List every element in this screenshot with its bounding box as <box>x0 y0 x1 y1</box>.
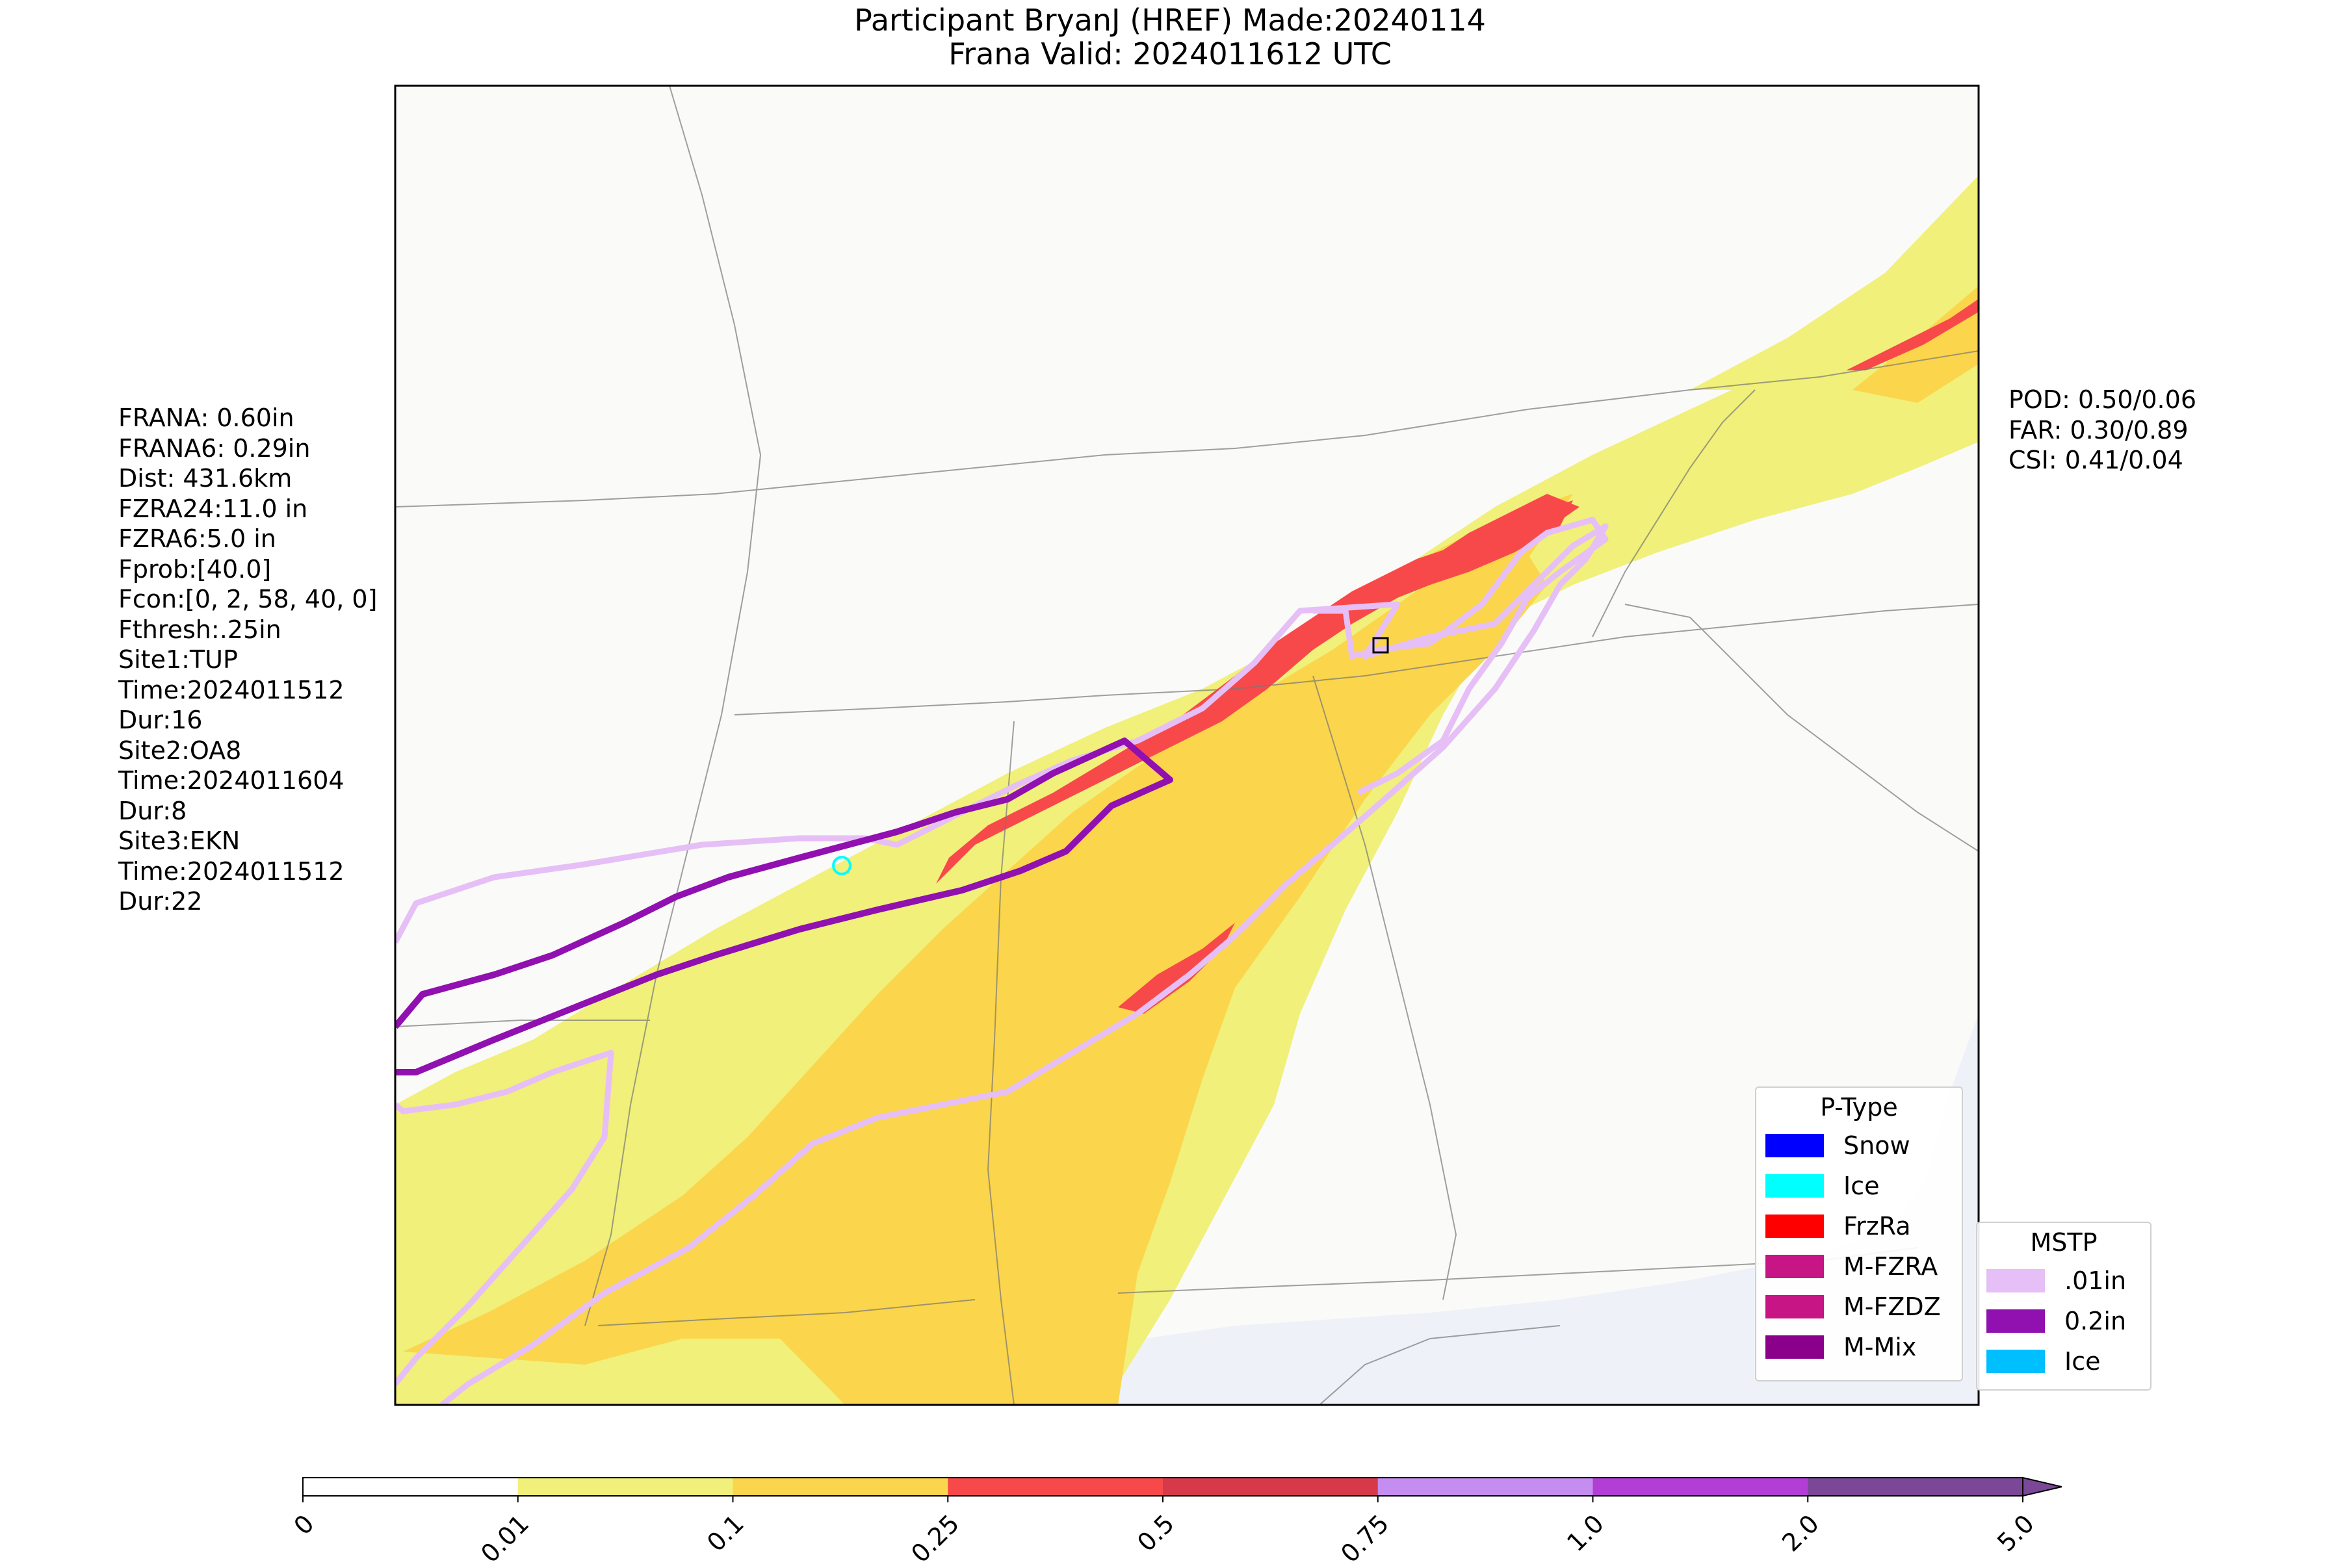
colorbar-segment-5 <box>1377 1478 1593 1496</box>
legend-item-m-fzra: M-FZRA <box>1756 1246 1962 1287</box>
stat-fthresh: Fthresh:.25in <box>118 615 281 644</box>
stat-fprob: Fprob:[40.0] <box>118 554 272 584</box>
legend-item-mstp-ice: Ice <box>1977 1341 2150 1382</box>
swatch-mstp-ice <box>1986 1350 2045 1373</box>
legend-item-m-fzdz: M-FZDZ <box>1756 1287 1962 1327</box>
legend-label-m-mix: M-Mix <box>1843 1333 1917 1361</box>
legend-label-snow: Snow <box>1843 1131 1910 1160</box>
legend-label-frzra: FrzRa <box>1843 1212 1911 1240</box>
stat-time3: Time:2024011512 <box>118 856 344 886</box>
site-box-marker <box>1372 637 1389 654</box>
mstp-contour-001-ky <box>1313 517 1609 796</box>
gulf-water <box>1040 1014 1979 1405</box>
legend-label-m-fzdz: M-FZDZ <box>1843 1292 1941 1321</box>
legend-mstp: MSTP .01in 0.2in Ice <box>1976 1222 2152 1391</box>
stat-site3: Site3:EKN <box>118 827 240 855</box>
legend-label-mstp-ice: Ice <box>2064 1347 2101 1376</box>
stat-dur3: Dur:22 <box>118 887 203 916</box>
colorbar-segment-2 <box>733 1478 948 1496</box>
swatch-02in <box>1986 1309 2045 1333</box>
swatch-m-fzra <box>1765 1255 1824 1278</box>
title-line-1: Participant BryanJ (HREF) Made:20240114 <box>854 3 1486 38</box>
legend-ptype: P-Type Snow Ice FrzRa M-FZRA M-FZDZ M-Mi… <box>1755 1086 1963 1382</box>
stat-csi: CSI: 0.41/0.04 <box>2008 446 2183 474</box>
legend-item-m-mix: M-Mix <box>1756 1327 1962 1367</box>
colorbar-segment-1 <box>517 1478 733 1496</box>
legend-item-snow: Snow <box>1756 1125 1962 1166</box>
verification-stats-right: POD: 0.50/0.06 FAR: 0.30/0.89 CSI: 0.41/… <box>2008 385 2196 476</box>
colorbar-segment-7 <box>1808 1478 2023 1496</box>
map-frame <box>394 84 1980 1406</box>
stat-dur1: Dur:16 <box>118 706 203 734</box>
colorbar-segment-0 <box>303 1478 519 1496</box>
legend-label-02in: 0.2in <box>2064 1307 2127 1335</box>
mstp-contour-02 <box>395 738 1173 1075</box>
colorbar-segment-6 <box>1592 1478 1808 1496</box>
stat-fzra6: FZRA6:5.0 in <box>118 524 276 553</box>
stat-time1: Time:2024011512 <box>118 675 344 704</box>
stat-frana: FRANA: 0.60in <box>118 404 294 432</box>
precip-heavy-main <box>936 500 1573 884</box>
precip-moderate-main <box>403 533 1547 1405</box>
precip-heavy-al <box>1118 923 1235 1014</box>
swatch-001in <box>1986 1269 2045 1292</box>
stat-fzra24: FZRA24:11.0 in <box>118 494 308 523</box>
precip-light-northeast <box>1690 175 1979 390</box>
stat-dist: Dist: 431.6km <box>118 464 292 493</box>
legend-mstp-title: MSTP <box>2030 1228 2098 1257</box>
mstp-contour-001-north <box>395 523 1609 1405</box>
state-borders <box>395 86 1979 1405</box>
swatch-ice <box>1765 1174 1824 1198</box>
precip-heavy-ky <box>1430 494 1580 585</box>
colorbar-extend-arrow <box>2022 1476 2062 1497</box>
swatch-m-mix <box>1765 1335 1824 1359</box>
stat-pod: POD: 0.50/0.06 <box>2008 385 2196 414</box>
stat-site1: Site1:TUP <box>118 645 238 674</box>
legend-item-frzra: FrzRa <box>1756 1206 1962 1246</box>
colorbar-segment-4 <box>1163 1478 1379 1496</box>
legend-item-ice: Ice <box>1756 1166 1962 1206</box>
legend-label-ice: Ice <box>1843 1172 1880 1200</box>
legend-item-02in: 0.2in <box>1977 1301 2150 1341</box>
stat-frana6: FRANA6: 0.29in <box>118 433 311 463</box>
colorbar-segment-3 <box>948 1478 1164 1496</box>
stat-fcon: Fcon:[0, 2, 58, 40, 0] <box>118 585 378 613</box>
title-line-2: Frana Valid: 2024011612 UTC <box>948 36 1392 71</box>
stat-site2: Site2:OA8 <box>118 736 242 765</box>
legend-label-001in: .01in <box>2064 1266 2127 1295</box>
mstp-contour-001-south <box>395 1049 614 1386</box>
swatch-m-fzdz <box>1765 1295 1824 1318</box>
stat-time2: Time:2024011604 <box>118 766 344 795</box>
legend-ptype-title: P-Type <box>1820 1093 1898 1122</box>
legend-label-m-fzra: M-FZRA <box>1843 1252 1938 1281</box>
swatch-frzra <box>1765 1215 1824 1238</box>
stat-dur2: Dur:8 <box>118 796 187 825</box>
swatch-snow <box>1765 1134 1824 1157</box>
ice-site-marker <box>832 856 852 875</box>
verification-stats-left: FRANA: 0.60in FRANA6: 0.29in Dist: 431.6… <box>118 403 377 917</box>
stat-far: FAR: 0.30/0.89 <box>2008 415 2189 444</box>
legend-item-001in: .01in <box>1977 1261 2150 1301</box>
